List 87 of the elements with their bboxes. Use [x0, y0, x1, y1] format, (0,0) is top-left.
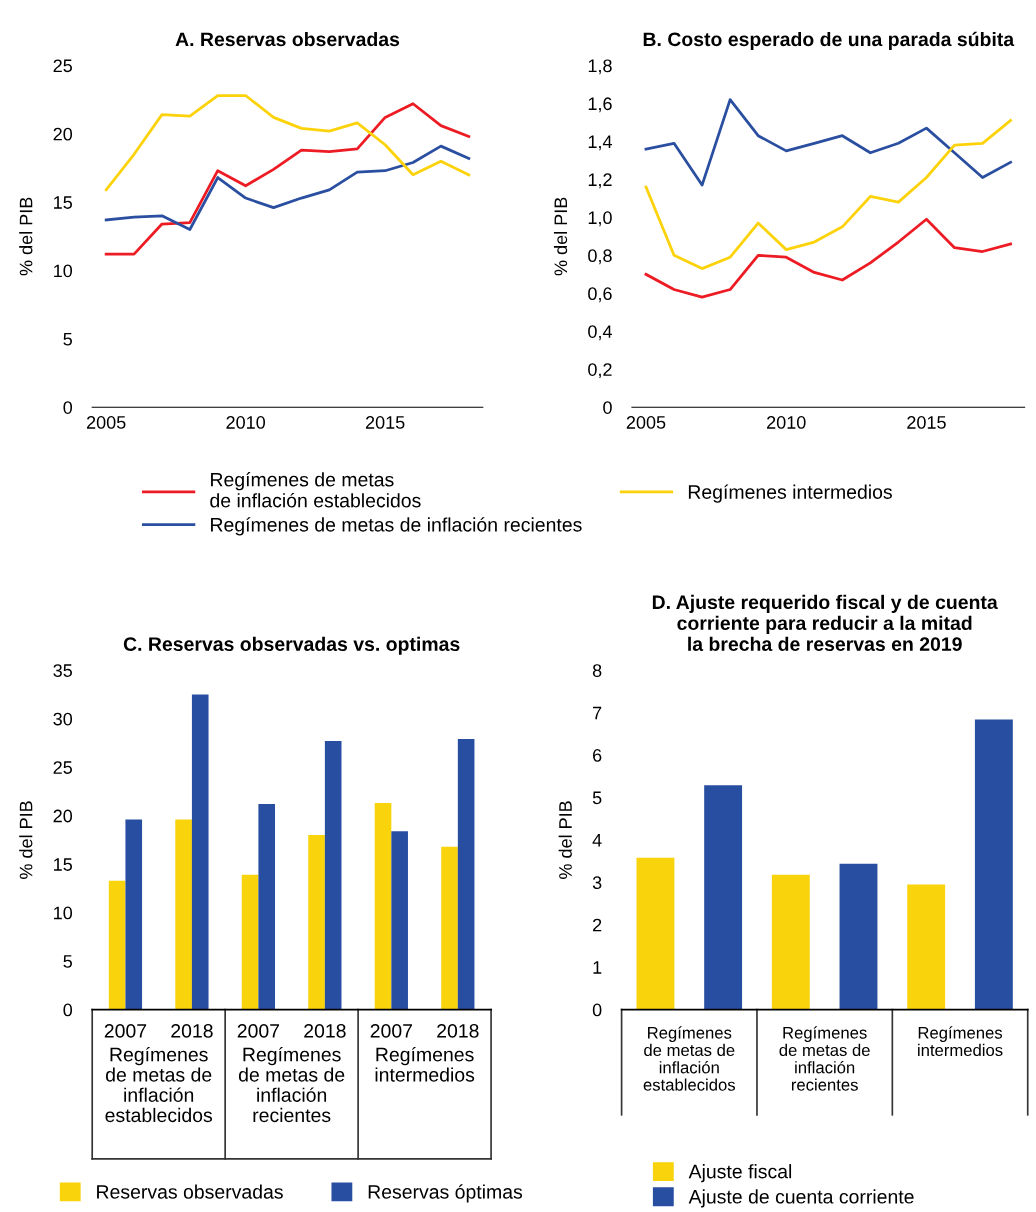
bar — [241, 874, 259, 1010]
bar — [974, 719, 1013, 1010]
y-axis-title: % del PIB — [558, 801, 572, 879]
y-tick-label: 1 — [593, 961, 602, 974]
y-axis-title: % del PIB — [553, 197, 568, 276]
y-tick-label: 1,2 — [588, 173, 612, 189]
y-tick-label: 4 — [592, 834, 602, 847]
bar — [636, 857, 675, 1010]
legend-label: Reservas observadas — [97, 1184, 283, 1199]
x-tick-label: Regímenes intermedios — [918, 1026, 1003, 1057]
x-tick-label: 2018 — [304, 1024, 346, 1038]
x-tick-label: 2010 — [767, 416, 806, 429]
line-series — [644, 217, 1012, 299]
y-tick-label: 5 — [592, 791, 602, 805]
y-tick-label: 30 — [53, 712, 73, 726]
bar — [839, 863, 878, 1010]
bar — [907, 884, 946, 1010]
y-tick-label: 5 — [63, 955, 72, 968]
bar — [108, 880, 126, 1010]
legend-label: Ajuste fiscal — [688, 1164, 792, 1183]
legend-label: Reservas óptimas — [368, 1184, 523, 1203]
x-tick-label: 2015 — [365, 416, 405, 429]
bar — [441, 846, 458, 1010]
y-tick-label: 0,2 — [588, 363, 612, 379]
line-series — [104, 144, 471, 231]
y-tick-label: 10 — [54, 264, 73, 278]
chart-title: A. Reservas observadas — [175, 31, 400, 47]
x-tick-label: 2018 — [437, 1024, 479, 1038]
y-tick-label: 25 — [53, 59, 72, 73]
legend-label: Regímenes intermedios — [688, 484, 892, 503]
bar — [374, 803, 392, 1010]
bar — [324, 741, 342, 1010]
y-tick-label: 25 — [53, 761, 72, 774]
y-tick-label: 1,6 — [588, 97, 612, 113]
y-tick-label: 20 — [53, 127, 73, 141]
y-tick-label: 0,8 — [588, 249, 612, 265]
y-axis-title: % del PIB — [19, 197, 33, 276]
chart-title: B. Costo esperado de una parada súbita — [643, 31, 1015, 51]
y-tick-label: 10 — [54, 906, 73, 920]
x-tick-label: 2018 — [171, 1024, 213, 1038]
line-series — [644, 119, 1012, 271]
y-tick-label: 6 — [593, 749, 602, 762]
y-tick-label: 1,0 — [588, 211, 612, 227]
y-tick-label: 0 — [603, 401, 612, 414]
bar — [391, 831, 408, 1010]
bar — [125, 819, 143, 1010]
x-tick-label: Regímenes de metas de inflación establecidos — [643, 1026, 736, 1091]
line-series — [104, 94, 471, 192]
chart-title: D. Ajuste requerido fiscal y de cuenta corriente para reducir a la mitad la brecha de reservas en 2019 — [652, 594, 998, 651]
y-tick-label: 0 — [63, 401, 73, 414]
line-series — [644, 98, 1012, 187]
legend-label: Regímenes de metas de inflación establecidos — [210, 472, 421, 508]
y-tick-label: 15 — [54, 196, 72, 209]
legend-label: Regímenes de metas de inflación recientes — [211, 517, 582, 536]
chart-title: C. Reservas observadas vs. optimas — [123, 636, 460, 655]
line-series — [104, 102, 471, 256]
bar — [308, 835, 325, 1010]
x-tick-label: 2007 — [237, 1024, 280, 1038]
bar — [771, 874, 810, 1010]
y-tick-label: 2 — [593, 918, 602, 932]
y-tick-label: 3 — [592, 876, 602, 890]
legend-label: Ajuste de cuenta corriente — [688, 1189, 914, 1208]
y-tick-label: 0 — [592, 1003, 602, 1017]
y-axis-title: % del PIB — [19, 801, 33, 879]
bar — [258, 804, 276, 1010]
y-tick-label: 1,4 — [588, 135, 612, 151]
y-tick-label: 0,6 — [588, 287, 612, 303]
y-tick-label: 0 — [63, 1003, 73, 1017]
x-tick-label: 2007 — [104, 1024, 147, 1038]
y-tick-label: 35 — [53, 664, 72, 677]
y-tick-label: 0,4 — [588, 325, 612, 341]
x-tick-label: 2015 — [907, 416, 946, 429]
y-tick-label: 15 — [54, 858, 72, 871]
bar — [191, 694, 209, 1010]
bar — [457, 739, 475, 1010]
y-tick-label: 5 — [63, 333, 72, 346]
y-tick-label: 8 — [592, 664, 602, 677]
x-tick-label: 2010 — [226, 416, 266, 429]
bar — [704, 785, 743, 1010]
x-tick-label: 2005 — [626, 416, 666, 429]
x-tick-label: Regímenes de metas de inflación recientes — [779, 1026, 870, 1091]
x-tick-label: 2007 — [370, 1024, 412, 1038]
y-tick-label: 1,8 — [588, 59, 612, 75]
y-tick-label: 20 — [53, 809, 73, 823]
y-tick-label: 7 — [593, 706, 602, 720]
x-tick-label: 2005 — [86, 416, 126, 429]
bar — [175, 819, 192, 1010]
